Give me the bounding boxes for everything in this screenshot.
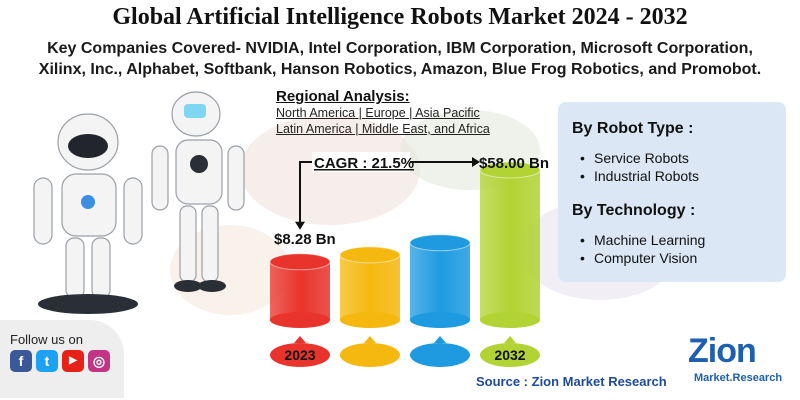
year-pill-pointer — [434, 336, 446, 343]
bar-2032 — [480, 170, 540, 320]
bar-base — [480, 312, 540, 328]
year-label: 2032 — [494, 347, 525, 363]
key-companies-text: Key Companies Covered- NVIDIA, Intel Cor… — [20, 38, 780, 80]
bar-top — [479, 161, 541, 179]
year-pill-pointer — [504, 336, 516, 343]
arrow-head-right — [472, 157, 480, 167]
bar-base — [270, 312, 330, 328]
regional-line-1: North America | Europe | Asia Pacific — [276, 106, 480, 120]
robot-left — [33, 113, 143, 314]
key-companies-line-2: Xilinx, Inc., Alphabet, Softbank, Hanson… — [38, 61, 762, 78]
robots-illustration — [33, 91, 245, 314]
key-companies-line-1: Key Companies Covered- NVIDIA, Intel Cor… — [47, 40, 753, 57]
regional-heading: Regional Analysis: — [276, 88, 410, 105]
market-growth-chart: 2023 2032 $8.28 Bn $58.00 Bn CAGR : 21.5% — [269, 152, 549, 367]
zion-logo: Zion Market.Research — [688, 332, 788, 390]
logo-main-text: Zion — [688, 332, 757, 370]
regional-line-2: Latin America | Middle East, and Africa — [276, 122, 490, 136]
value-label-start: $8.28 Bn — [274, 231, 336, 248]
year-label: 2023 — [284, 347, 315, 363]
robot-type-item: Industrial Robots — [580, 168, 699, 184]
cagr-label-bg — [312, 152, 410, 172]
value-label-end: $58.00 Bn — [479, 155, 549, 172]
technology-item: Computer Vision — [580, 250, 697, 266]
page-title: Global Artificial Intelligence Robots Ma… — [112, 4, 688, 30]
bar-top — [339, 246, 401, 264]
bar-segment-2 — [340, 254, 400, 320]
bar-top — [409, 234, 471, 252]
robot-type-item: Service Robots — [580, 150, 689, 166]
robot-right — [151, 91, 245, 292]
bar-base — [340, 312, 400, 328]
technology-item: Machine Learning — [580, 232, 705, 248]
twitter-icon[interactable]: t — [36, 350, 58, 372]
technology-title: By Technology : — [572, 202, 696, 219]
year-pill — [270, 343, 330, 367]
instagram-icon[interactable]: ◎ — [88, 350, 110, 372]
follow-us-label: Follow us on — [10, 332, 83, 347]
logo-sub-text: Market.Research — [694, 372, 783, 384]
cagr-arrow — [299, 161, 474, 224]
bar-segment-3 — [410, 242, 470, 320]
year-pill-pointer — [294, 336, 306, 343]
youtube-icon[interactable]: ▶ — [62, 350, 84, 372]
arrow-head-down — [295, 221, 305, 230]
year-pill — [480, 343, 540, 367]
cagr-label: CAGR : 21.5% — [314, 155, 414, 172]
year-pill — [340, 343, 400, 367]
source-text: Source : Zion Market Research — [476, 374, 667, 389]
bar-2023 — [270, 261, 330, 320]
bar-base — [410, 312, 470, 328]
robot-type-title: By Robot Type : — [572, 120, 694, 137]
bar-top — [269, 253, 331, 271]
regional-analysis: Regional Analysis: North America | Europ… — [276, 88, 490, 137]
year-pill-pointer — [364, 336, 376, 343]
facebook-icon[interactable]: f — [10, 350, 32, 372]
follow-us-panel: Follow us on f t ▶ ◎ — [0, 320, 124, 398]
segments-panel: By Robot Type : Service Robots Industria… — [558, 102, 786, 282]
year-pill — [410, 343, 470, 367]
